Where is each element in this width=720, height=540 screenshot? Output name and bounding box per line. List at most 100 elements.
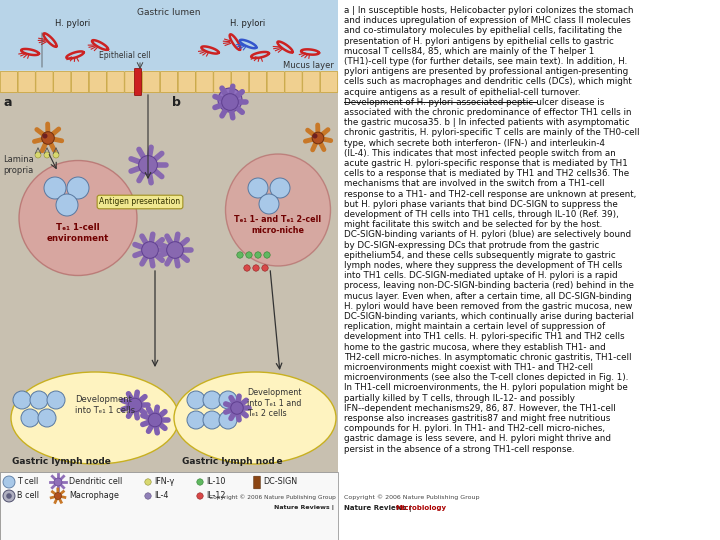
Circle shape	[44, 152, 50, 158]
Text: Macrophage: Macrophage	[69, 491, 119, 501]
Circle shape	[55, 492, 61, 500]
FancyBboxPatch shape	[0, 92, 338, 540]
Circle shape	[42, 132, 54, 144]
FancyBboxPatch shape	[125, 71, 142, 92]
FancyBboxPatch shape	[267, 71, 284, 92]
Circle shape	[56, 194, 78, 216]
Text: type, which secrete both interferon- (IFN-) and interleukin-4: type, which secrete both interferon- (IF…	[344, 139, 605, 147]
Circle shape	[237, 252, 243, 258]
Text: and induces upregulation of expression of MHC class II molecules: and induces upregulation of expression o…	[344, 16, 631, 25]
Circle shape	[6, 493, 12, 499]
Circle shape	[148, 413, 162, 427]
Text: a: a	[4, 96, 12, 109]
Text: Mucus layer: Mucus layer	[283, 61, 334, 70]
Circle shape	[13, 391, 31, 409]
FancyBboxPatch shape	[89, 71, 107, 92]
Circle shape	[197, 493, 203, 499]
Text: Microbiology: Microbiology	[395, 505, 446, 511]
FancyBboxPatch shape	[143, 71, 160, 92]
Text: chronic gastritis, H. pylori-specific T cells are mainly of the TH0-cell: chronic gastritis, H. pylori-specific T …	[344, 129, 639, 137]
Text: IL-12: IL-12	[206, 491, 225, 501]
Text: IL-10: IL-10	[206, 477, 225, 487]
Text: IL-4: IL-4	[154, 491, 168, 501]
Text: into TH1 cells. DC-SIGN-mediated uptake of H. pylori is a rapid: into TH1 cells. DC-SIGN-mediated uptake …	[344, 271, 618, 280]
Text: Lamina
propria: Lamina propria	[3, 155, 34, 175]
Circle shape	[167, 242, 184, 258]
FancyBboxPatch shape	[71, 71, 89, 92]
Text: In TH1-cell microenvironments, the H. pylori population might be: In TH1-cell microenvironments, the H. py…	[344, 383, 628, 393]
FancyBboxPatch shape	[0, 71, 17, 92]
Text: the gastric mucosa35. b | In infected patients with asymptomatic: the gastric mucosa35. b | In infected pa…	[344, 118, 629, 127]
Text: Tₑ₁ 1- and Tₑ₁ 2-cell
micro-niche: Tₑ₁ 1- and Tₑ₁ 2-cell micro-niche	[235, 215, 322, 235]
Text: partially killed by T cells, through IL-12- and possibly: partially killed by T cells, through IL-…	[344, 394, 575, 403]
Text: Epithelial cell: Epithelial cell	[99, 51, 150, 60]
Text: H. pylori: H. pylori	[55, 19, 90, 28]
Ellipse shape	[225, 154, 330, 266]
Circle shape	[145, 479, 151, 485]
Circle shape	[255, 252, 261, 258]
Text: cells to a response that is mediated by TH1 and TH2 cells36. The: cells to a response that is mediated by …	[344, 169, 629, 178]
Text: development of TH cells into TH1 cells, through IL-10 (Ref. 39),: development of TH cells into TH1 cells, …	[344, 210, 618, 219]
Circle shape	[246, 252, 252, 258]
Text: response also increases gastritis87 and might free nutritious: response also increases gastritis87 and …	[344, 414, 611, 423]
FancyBboxPatch shape	[214, 71, 231, 92]
Text: Antigen presentation: Antigen presentation	[99, 198, 181, 206]
Circle shape	[312, 132, 324, 144]
Ellipse shape	[11, 372, 179, 464]
Circle shape	[128, 398, 142, 412]
Text: cells such as macrophages and dendritic cells (DCs), which might: cells such as macrophages and dendritic …	[344, 77, 631, 86]
FancyBboxPatch shape	[0, 472, 338, 540]
Circle shape	[203, 411, 221, 429]
FancyBboxPatch shape	[249, 71, 266, 92]
Text: H. pylori would have been removed from the gastric mucosa, new: H. pylori would have been removed from t…	[344, 302, 632, 311]
Text: a | In susceptible hosts, Helicobacter pylori colonizes the stomach: a | In susceptible hosts, Helicobacter p…	[344, 6, 634, 15]
Text: Nature Reviews |: Nature Reviews |	[274, 505, 336, 510]
Circle shape	[38, 409, 56, 427]
FancyBboxPatch shape	[135, 69, 142, 96]
Text: Copyright © 2006 Nature Publishing Group: Copyright © 2006 Nature Publishing Group	[344, 494, 480, 500]
Circle shape	[218, 88, 242, 112]
Text: IFN--dependent mechanisms29, 86, 87. However, the TH1-cell: IFN--dependent mechanisms29, 86, 87. How…	[344, 404, 616, 413]
Circle shape	[44, 177, 66, 199]
FancyBboxPatch shape	[0, 0, 338, 540]
Circle shape	[187, 391, 205, 409]
FancyBboxPatch shape	[178, 71, 195, 92]
Circle shape	[54, 478, 62, 486]
Text: response to a TH1- and TH2-cell response are unknown at present,: response to a TH1- and TH2-cell response…	[344, 190, 636, 199]
Text: (IL-4). This indicates that most infected people switch from an: (IL-4). This indicates that most infecte…	[344, 149, 616, 158]
Text: microenvironments might coexist with TH1- and TH2-cell: microenvironments might coexist with TH1…	[344, 363, 593, 372]
FancyBboxPatch shape	[196, 71, 213, 92]
Text: associated with the chronic predominance of effector TH1 cells in: associated with the chronic predominance…	[344, 108, 631, 117]
Circle shape	[203, 391, 221, 409]
Text: but H. pylori phase variants that bind DC-SIGN to suppress the: but H. pylori phase variants that bind D…	[344, 200, 618, 209]
Text: mucus layer. Even when, after a certain time, all DC-SIGN-binding: mucus layer. Even when, after a certain …	[344, 292, 631, 301]
FancyBboxPatch shape	[161, 71, 178, 92]
Text: process, leaving non-DC-SIGN-binding bacteria (red) behind in the: process, leaving non-DC-SIGN-binding bac…	[344, 281, 634, 291]
Text: epithelium54, and these cells subsequently migrate to gastric: epithelium54, and these cells subsequent…	[344, 251, 616, 260]
FancyBboxPatch shape	[302, 71, 320, 92]
Circle shape	[42, 133, 48, 138]
Text: gastric damage is less severe, and H. pylori might thrive and: gastric damage is less severe, and H. py…	[344, 434, 611, 443]
Circle shape	[219, 391, 237, 409]
Text: and co-stimulatory molecules by epithelial cells, facilitating the: and co-stimulatory molecules by epitheli…	[344, 26, 622, 36]
Circle shape	[264, 252, 270, 258]
Text: might facilitate this switch and be selected for by the host.: might facilitate this switch and be sele…	[344, 220, 602, 229]
Circle shape	[3, 476, 15, 488]
Text: Development
into Tₑ₁ 1 and
Tₑ₁ 2 cells: Development into Tₑ₁ 1 and Tₑ₁ 2 cells	[247, 388, 302, 418]
Text: Nature Reviews |: Nature Reviews |	[344, 504, 414, 511]
Text: Development
into Tₑ₁ 1 cells: Development into Tₑ₁ 1 cells	[75, 395, 135, 415]
Circle shape	[35, 152, 41, 158]
Text: Gastric lymph node: Gastric lymph node	[12, 457, 111, 467]
Text: Dendritic cell: Dendritic cell	[69, 477, 122, 487]
Circle shape	[248, 178, 268, 198]
Text: Development of H. pylori-associated peptic-ulcer disease is: Development of H. pylori-associated pept…	[344, 98, 604, 107]
Circle shape	[142, 242, 158, 258]
FancyBboxPatch shape	[320, 71, 338, 92]
Text: Gastric lumen: Gastric lumen	[138, 8, 201, 17]
Text: acquire antigens as a result of epithelial-cell turnover.: acquire antigens as a result of epitheli…	[344, 87, 580, 97]
Text: T cell: T cell	[17, 477, 38, 487]
Text: replication, might maintain a certain level of suppression of: replication, might maintain a certain le…	[344, 322, 605, 331]
Text: DC-SIGN: DC-SIGN	[263, 477, 297, 487]
Circle shape	[145, 493, 151, 499]
Text: acute gastric H. pylori-specific response that is mediated by TH1: acute gastric H. pylori-specific respons…	[344, 159, 628, 168]
